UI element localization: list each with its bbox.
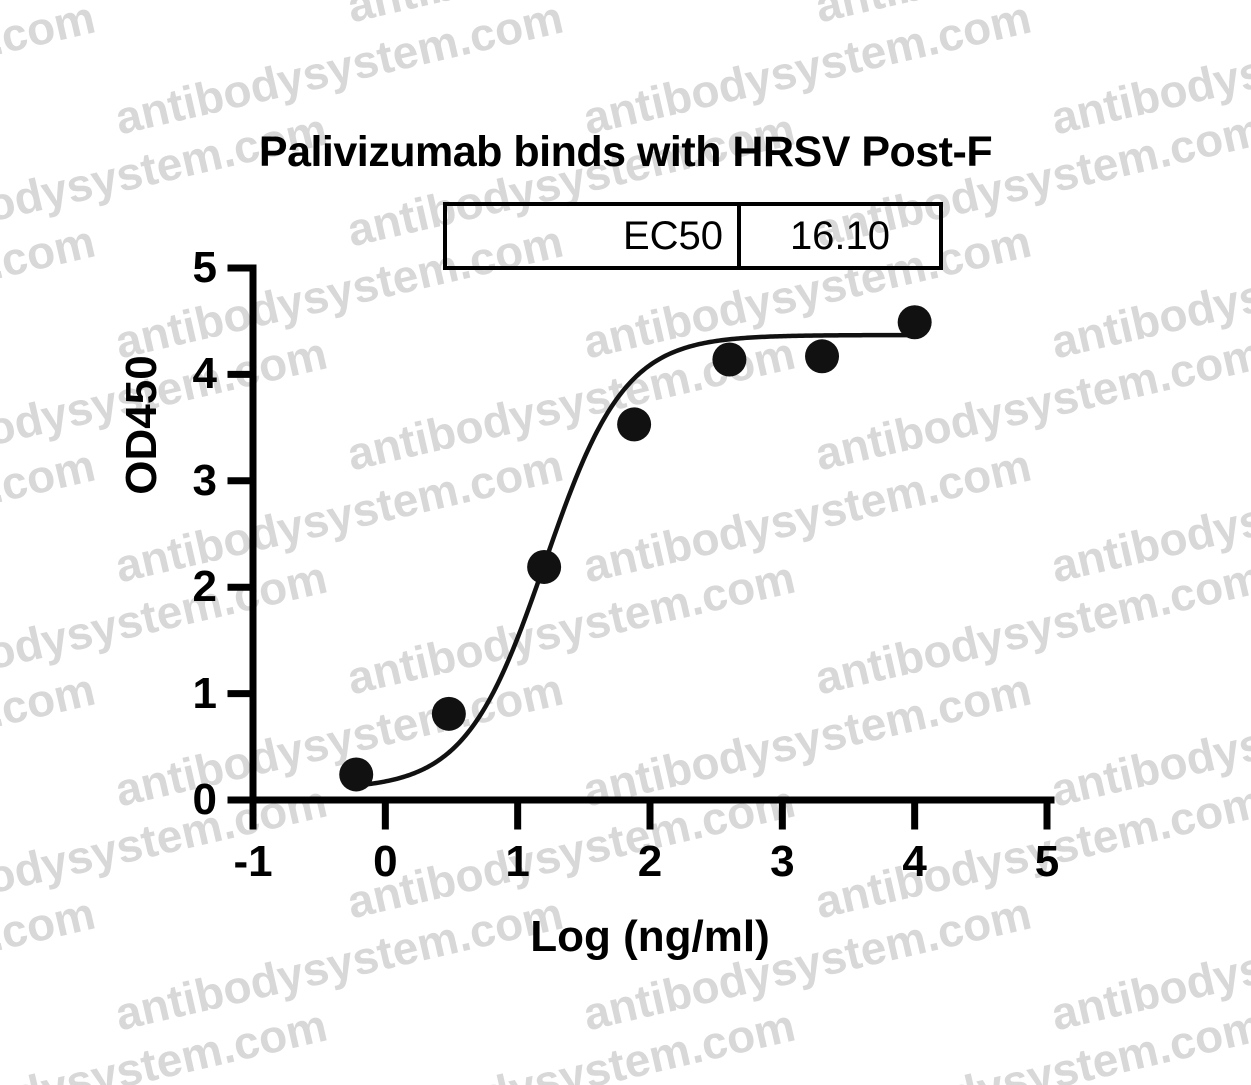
chart-title: Palivizumab binds with HRSV Post-F bbox=[258, 128, 993, 176]
data-point-marker bbox=[712, 342, 747, 377]
data-point-marker bbox=[805, 339, 840, 374]
x-tick-label: -1 bbox=[233, 837, 273, 886]
x-tick-label: 2 bbox=[637, 837, 663, 886]
x-tick-label: 5 bbox=[1034, 837, 1060, 886]
axes-group bbox=[227, 264, 1055, 830]
data-points-group bbox=[339, 305, 932, 792]
data-point-marker bbox=[897, 305, 932, 340]
y-tick-label: 5 bbox=[192, 243, 217, 292]
x-tick-label: 4 bbox=[902, 837, 927, 886]
x-tick-label: 0 bbox=[373, 837, 398, 886]
data-point-marker bbox=[431, 696, 466, 731]
ec50-label-cell: EC50 bbox=[447, 206, 741, 266]
data-point-marker bbox=[339, 757, 374, 792]
fit-curve-group bbox=[353, 332, 917, 788]
data-point-marker bbox=[527, 549, 562, 584]
y-tick-label: 1 bbox=[192, 668, 217, 718]
y-tick-label: 2 bbox=[192, 562, 217, 612]
x-axis-title: Log (ng/ml) bbox=[530, 912, 770, 961]
y-tick-label: 0 bbox=[192, 775, 217, 824]
y-tick-label: 3 bbox=[192, 455, 217, 505]
ec50-value-cell: 16.10 bbox=[789, 213, 891, 258]
y-tick-label: 4 bbox=[192, 349, 217, 399]
ec50-annotation-table: EC50 16.10 bbox=[443, 202, 943, 270]
fit-curve bbox=[353, 332, 917, 788]
data-point-marker bbox=[617, 407, 652, 442]
x-tick-label: 1 bbox=[505, 837, 530, 886]
x-tick-label: 3 bbox=[770, 837, 795, 886]
